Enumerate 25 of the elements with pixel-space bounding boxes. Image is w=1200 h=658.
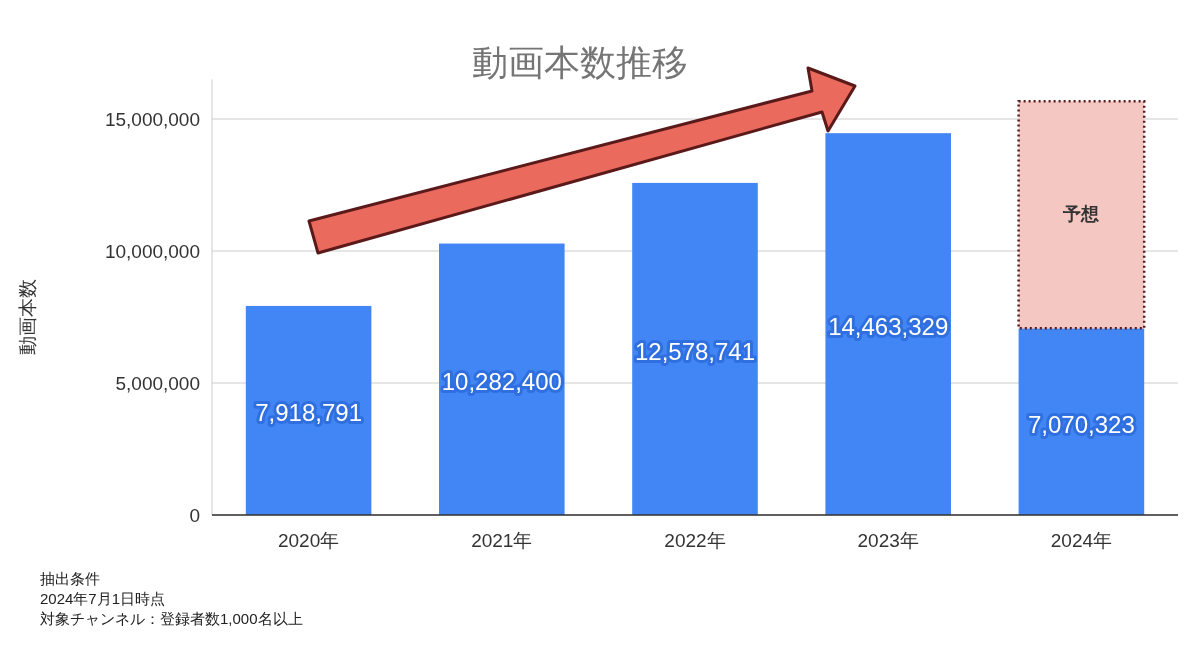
x-tick-label: 2020年 <box>277 530 340 551</box>
bar <box>1017 100 1146 330</box>
text: 2024年7月1日時点 <box>40 590 166 607</box>
bar <box>825 133 951 515</box>
y-tick-label: 0 <box>189 504 200 526</box>
data-label: 7,918,791 <box>255 399 362 427</box>
chart-title: 動画本数推移 <box>472 42 688 83</box>
data-label: 7,070,323 <box>1028 410 1135 438</box>
y-axis-title: 動画本数 <box>17 279 38 355</box>
x-tick-label: 2022年 <box>664 530 726 551</box>
bar <box>632 182 758 515</box>
y-tick-label: 5,000,000 <box>115 372 200 394</box>
data-label: 10,282,400 <box>441 368 562 396</box>
bar <box>245 305 372 515</box>
x-tick-label: 2021年 <box>471 530 533 551</box>
data-label: 14,463,329 <box>828 313 949 341</box>
data-label: 12,578,741 <box>634 337 756 365</box>
bar <box>439 243 565 515</box>
text: 抽出条件 <box>40 570 100 587</box>
x-tick-label: 2024年 <box>1050 530 1113 551</box>
y-tick-label: 10,000,000 <box>104 240 200 262</box>
x-tick-label: 2023年 <box>857 530 919 551</box>
data-label: 予想 <box>1062 203 1100 224</box>
y-tick-label: 15,000,000 <box>104 108 200 130</box>
text: 対象チャンネル：登録者数1,000名以上 <box>40 610 303 627</box>
